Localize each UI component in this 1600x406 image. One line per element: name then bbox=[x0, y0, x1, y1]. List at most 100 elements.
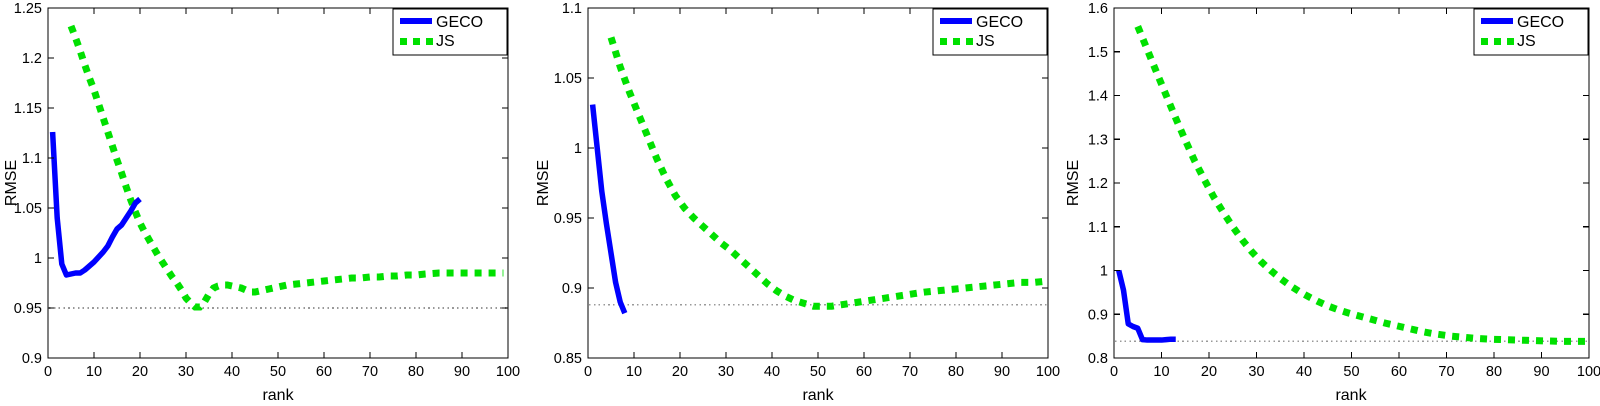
x-tick-label: 100 bbox=[1577, 364, 1600, 380]
x-tick-label: 70 bbox=[362, 364, 378, 380]
x-tick-label: 10 bbox=[1153, 364, 1169, 380]
x-tick-label: 10 bbox=[86, 364, 102, 380]
y-tick-label: 1.1 bbox=[22, 151, 42, 167]
panel-2-canvas: 0 10 20 30 40 50 60 70 80 90 100 0.85 0.9 0.95 1 1.05 1… bbox=[535, 1, 1060, 404]
series-geco-line bbox=[589, 104, 628, 315]
panel-3-plot-area: 0 10 20 30 40 50 60 70 80 90 100 0.8 0.9 1 1.1 1.2 1.3 1… bbox=[1088, 1, 1600, 380]
x-tick-label: 60 bbox=[856, 364, 872, 380]
y-tick-label: 1.4 bbox=[1088, 89, 1108, 105]
y-tick-label: 1.15 bbox=[14, 101, 42, 117]
series-js-line bbox=[607, 36, 1049, 310]
x-tick-label: 80 bbox=[1486, 364, 1502, 380]
x-tick-label: 90 bbox=[454, 364, 470, 380]
x-tick-label: 80 bbox=[948, 364, 964, 380]
series-geco-line bbox=[1116, 269, 1176, 343]
x-tick-label: 100 bbox=[1036, 364, 1060, 380]
y-tick-label: 1.1 bbox=[1088, 220, 1108, 236]
y-tick-label: 1.6 bbox=[1088, 1, 1108, 17]
series-js-line bbox=[67, 24, 504, 311]
x-tick-labels: 0 10 20 30 40 50 60 70 80 90 100 bbox=[44, 364, 520, 380]
panel-2: 0 10 20 30 40 50 60 70 80 90 100 0.85 0.9 0.95 1 1.05 1… bbox=[530, 0, 1060, 406]
y-tick-label: 1.3 bbox=[1088, 132, 1108, 148]
x-tick-label: 30 bbox=[1248, 364, 1264, 380]
y-tick-label: 0.85 bbox=[554, 351, 582, 367]
legend: GECO JS bbox=[1473, 8, 1589, 56]
legend: GECO JS bbox=[932, 8, 1048, 56]
x-tick-labels: 0 10 20 30 40 50 60 70 80 90 100 bbox=[584, 364, 1060, 380]
y-tick-label: 1 bbox=[34, 251, 42, 267]
x-tick-label: 90 bbox=[994, 364, 1010, 380]
y-tick-label: 1.25 bbox=[14, 1, 42, 17]
y-tick-label: 0.9 bbox=[1088, 307, 1108, 323]
y-axis-title: RMSE bbox=[1065, 160, 1082, 206]
x-tick-label: 50 bbox=[810, 364, 826, 380]
panel-1-canvas: 0 10 20 30 40 50 60 70 80 90 100 0.9 0.95 1 1.05 1.1 1.… bbox=[3, 1, 520, 404]
x-tick-label: 50 bbox=[1343, 364, 1359, 380]
y-tick-label: 0.8 bbox=[1088, 351, 1108, 367]
x-tick-label: 20 bbox=[1201, 364, 1217, 380]
panel-3: 0 10 20 30 40 50 60 70 80 90 100 0.8 0.9 1 1.1 1.2 1.3 1… bbox=[1060, 0, 1600, 406]
legend-label-geco: GECO bbox=[436, 14, 483, 31]
y-tick-label: 0.9 bbox=[562, 281, 582, 297]
x-axis-title: rank bbox=[1335, 387, 1367, 404]
y-tick-label: 0.9 bbox=[22, 351, 42, 367]
panel-2-plot-area: 0 10 20 30 40 50 60 70 80 90 100 0.85 0.9 0.95 1 1.05 1… bbox=[554, 1, 1060, 380]
legend-swatch-js bbox=[1481, 38, 1514, 45]
legend-label-js: JS bbox=[976, 33, 995, 50]
y-tick-label: 1.5 bbox=[1088, 45, 1108, 61]
x-tick-label: 0 bbox=[1110, 364, 1118, 380]
y-tick-label: 1 bbox=[1100, 264, 1108, 280]
y-tick-label: 0.95 bbox=[554, 211, 582, 227]
x-tick-label: 50 bbox=[270, 364, 286, 380]
series-geco-line bbox=[49, 131, 142, 278]
y-axis-title: RMSE bbox=[3, 160, 20, 206]
x-tick-label: 40 bbox=[224, 364, 240, 380]
y-tick-label: 1.1 bbox=[562, 1, 582, 17]
x-tick-label: 0 bbox=[44, 364, 52, 380]
x-tick-label: 0 bbox=[584, 364, 592, 380]
y-tick-label: 1.2 bbox=[1088, 176, 1108, 192]
x-tick-label: 80 bbox=[408, 364, 424, 380]
y-tick-label: 1.05 bbox=[554, 71, 582, 87]
legend-label-js: JS bbox=[1517, 33, 1536, 50]
panel-3-canvas: 0 10 20 30 40 50 60 70 80 90 100 0.8 0.9 1 1.1 1.2 1.3 1… bbox=[1065, 1, 1600, 404]
x-tick-label: 10 bbox=[626, 364, 642, 380]
x-tick-label: 20 bbox=[672, 364, 688, 380]
x-tick-label: 70 bbox=[902, 364, 918, 380]
plot-background bbox=[48, 8, 508, 358]
x-tick-label: 30 bbox=[178, 364, 194, 380]
y-axis-title: RMSE bbox=[535, 160, 552, 206]
y-tick-labels: 0.9 0.95 1 1.05 1.1 1.15 1.2 1.25 bbox=[14, 1, 42, 367]
legend-frame bbox=[392, 8, 508, 56]
x-tick-label: 20 bbox=[132, 364, 148, 380]
legend-label-geco: GECO bbox=[976, 14, 1023, 31]
plot-background bbox=[1114, 8, 1589, 358]
x-tick-label: 90 bbox=[1533, 364, 1549, 380]
y-tick-label: 1.05 bbox=[14, 201, 42, 217]
x-axis-title: rank bbox=[802, 387, 834, 404]
y-tick-labels: 0.85 0.9 0.95 1 1.05 1.1 bbox=[554, 1, 582, 367]
x-axis-title: rank bbox=[262, 387, 294, 404]
x-tick-label: 40 bbox=[1296, 364, 1312, 380]
series-js-line bbox=[1134, 25, 1589, 345]
legend-label-geco: GECO bbox=[1517, 14, 1564, 31]
x-tick-label: 100 bbox=[496, 364, 520, 380]
legend-label-js: JS bbox=[436, 33, 455, 50]
y-tick-label: 1 bbox=[574, 141, 582, 157]
x-tick-label: 70 bbox=[1438, 364, 1454, 380]
x-tick-label: 40 bbox=[764, 364, 780, 380]
legend-frame bbox=[1473, 8, 1589, 56]
x-tick-label: 60 bbox=[1391, 364, 1407, 380]
x-tick-label: 30 bbox=[718, 364, 734, 380]
x-tick-labels: 0 10 20 30 40 50 60 70 80 90 100 bbox=[1110, 364, 1600, 380]
axis-ticks bbox=[1113, 7, 1590, 359]
y-tick-labels: 0.8 0.9 1 1.1 1.2 1.3 1.4 1.5 1.6 bbox=[1088, 1, 1108, 367]
legend-swatch-js bbox=[940, 38, 973, 45]
legend: GECO JS bbox=[392, 8, 508, 56]
y-tick-label: 1.2 bbox=[22, 51, 42, 67]
panel-1: 0 10 20 30 40 50 60 70 80 90 100 0.9 0.95 1 1.05 1.1 1.… bbox=[0, 0, 520, 406]
legend-swatch-js bbox=[400, 38, 433, 45]
y-tick-label: 0.95 bbox=[14, 301, 42, 317]
legend-frame bbox=[932, 8, 1048, 56]
